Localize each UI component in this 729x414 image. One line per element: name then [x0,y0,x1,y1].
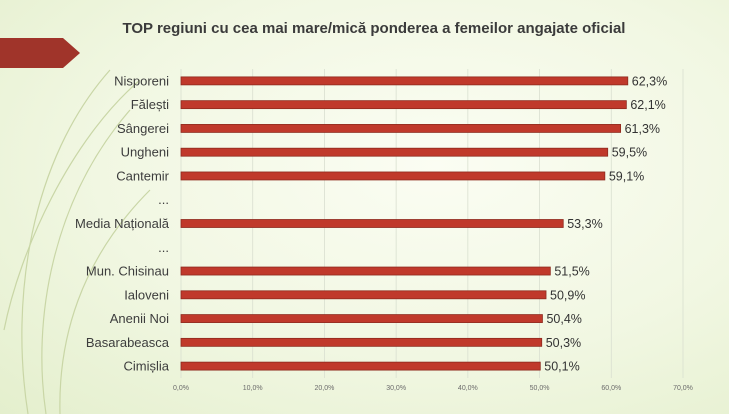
category-label: Media Națională [75,216,170,231]
category-label: Cimișlia [124,359,170,374]
category-label: Sângerei [117,121,169,136]
chart-title: TOP regiuni cu cea mai mare/mică pondere… [122,20,626,37]
category-label: Anenii Noi [110,311,169,326]
bar [180,76,629,86]
bar [180,147,609,157]
value-label: 50,4% [546,312,581,326]
bar [180,290,547,300]
bar [180,337,543,347]
category-label: Ialoveni [124,287,169,302]
value-label: 62,3% [632,74,667,88]
value-label: 50,9% [550,288,585,302]
category-label: Cantemir [116,168,169,183]
category-label: Basarabeasca [86,335,170,350]
value-label: 59,5% [612,146,647,160]
category-label: Mun. Chisinau [86,264,169,279]
value-label: 53,3% [567,217,602,231]
x-tick-label: 20,0% [314,385,334,392]
deco-curve-1 [21,69,111,414]
deco-curve-3 [3,79,141,331]
x-tick-label: 70,0% [673,385,693,392]
value-label: 59,1% [609,169,644,183]
x-tick-label: 30,0% [386,385,406,392]
value-label: 61,3% [625,122,660,136]
bar [180,361,541,371]
value-label: 50,3% [546,336,581,350]
x-tick-label: 50,0% [530,385,550,392]
bar [180,266,551,276]
deco-curve-4 [59,189,151,414]
value-label: 51,5% [554,265,589,279]
category-label: Ungheni [121,145,170,160]
value-label: 62,1% [630,98,665,112]
x-tick-label: 10,0% [243,385,263,392]
category-label: Fălești [131,97,169,112]
bar [180,124,622,133]
value-label: 50,1% [544,360,579,374]
bar [180,219,564,228]
x-tick-label: 40,0% [458,385,478,392]
category-label: ... [158,192,169,207]
deco-curve-2 [41,109,131,414]
x-tick-label: 60,0% [601,385,621,392]
bar [180,100,627,110]
category-label: ... [158,240,169,255]
bar [180,171,606,181]
x-tick-label: 0,0% [173,385,189,392]
category-label: Nisporeni [114,73,169,88]
arrow-banner [0,38,80,68]
bar [180,314,543,323]
